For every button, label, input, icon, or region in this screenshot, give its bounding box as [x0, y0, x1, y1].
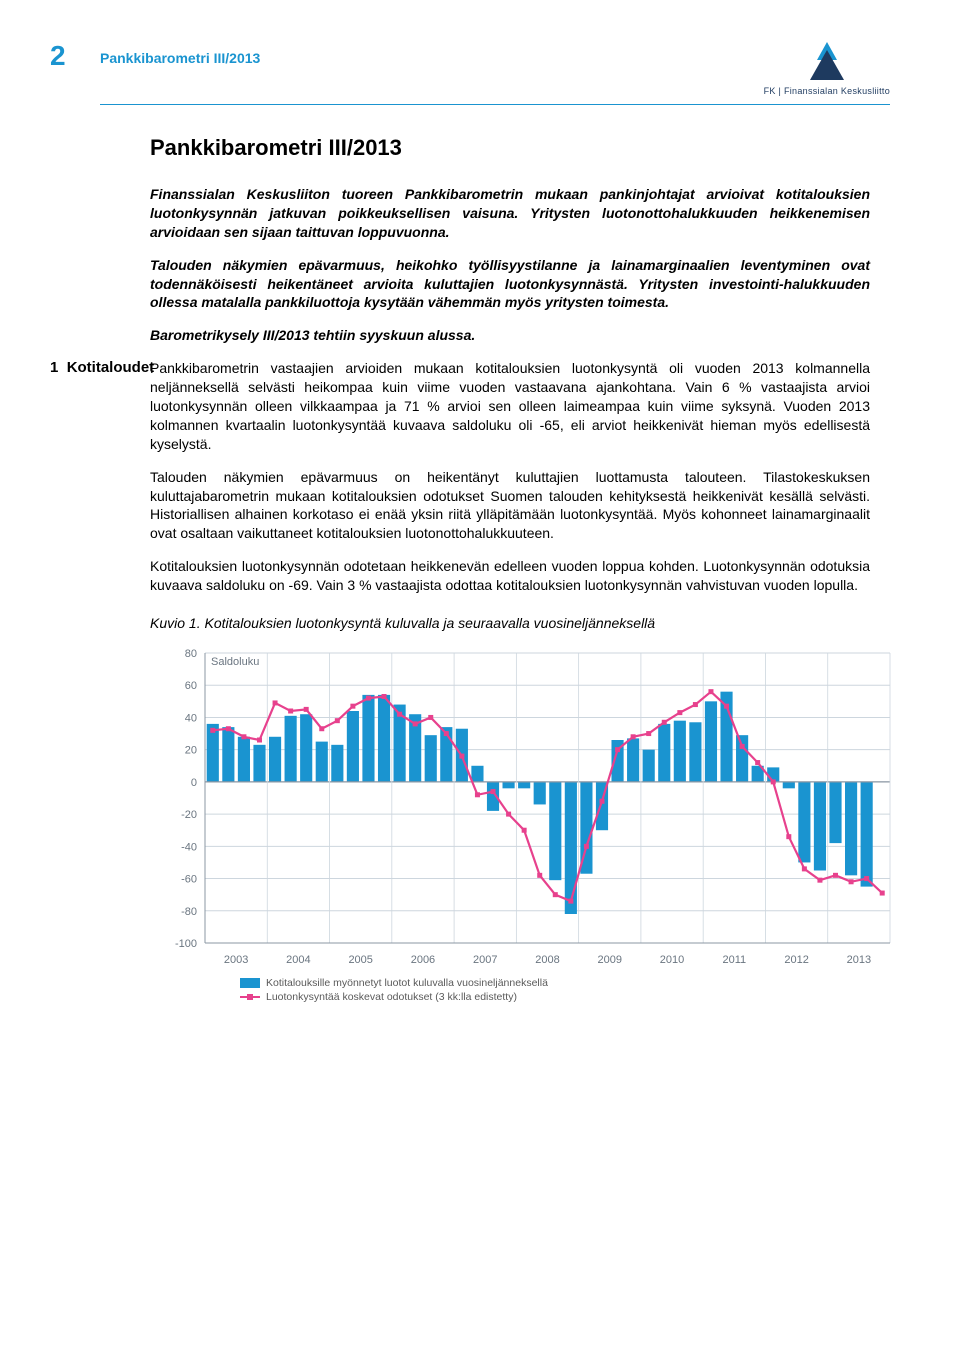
header-rule: [100, 104, 890, 105]
svg-text:2009: 2009: [598, 954, 622, 966]
content-area: Pankkibarometri III/2013 Finanssialan Ke…: [150, 135, 870, 1003]
intro-paragraph-2: Talouden näkymien epävarmuus, heikohko t…: [150, 256, 870, 313]
running-title: Pankkibarometri III/2013: [100, 50, 260, 66]
logo-text: FK | Finanssialan Keskusliitto: [764, 86, 890, 96]
logo-icon: [804, 40, 850, 82]
legend-label-line: Luotonkysyntää koskevat odotukset (3 kk:…: [266, 991, 517, 1003]
svg-text:-100: -100: [175, 938, 197, 950]
page-number: 2: [50, 40, 100, 72]
legend-label-bars: Kotitalouksille myönnetyt luotot kuluval…: [266, 977, 548, 989]
svg-text:2010: 2010: [660, 954, 684, 966]
intro-paragraph-1: Finanssialan Keskusliiton tuoreen Pankki…: [150, 185, 870, 242]
logo: FK | Finanssialan Keskusliitto: [764, 40, 890, 96]
svg-text:2004: 2004: [286, 954, 310, 966]
svg-text:2008: 2008: [535, 954, 559, 966]
svg-text:2006: 2006: [411, 954, 435, 966]
intro-paragraph-3: Barometrikysely III/2013 tehtiin syyskuu…: [150, 326, 870, 345]
figure-caption: Kuvio 1. Kotitalouksien luotonkysyntä ku…: [150, 615, 870, 631]
svg-text:2011: 2011: [722, 954, 746, 966]
svg-text:80: 80: [185, 648, 197, 660]
bar-line-chart: -100 -80 -60 -40 -20 0 20 40 60 80 Saldoluku 2003 20…: [150, 641, 900, 971]
chart-legend: Kotitalouksille myönnetyt luotot kuluval…: [240, 977, 870, 1003]
legend-item-bars: Kotitalouksille myönnetyt luotot kuluval…: [240, 977, 870, 989]
body-paragraph-2: Talouden näkymien epävarmuus on heikentä…: [150, 468, 870, 544]
figure-1-chart: -100 -80 -60 -40 -20 0 20 40 60 80 Saldoluku 2003 20…: [150, 641, 900, 971]
section-title: Kotitaloudet: [67, 359, 155, 376]
page-title: Pankkibarometri III/2013: [150, 135, 870, 161]
svg-text:60: 60: [185, 680, 197, 692]
svg-text:2012: 2012: [784, 954, 808, 966]
legend-swatch-line: [240, 996, 260, 998]
page-header: 2 Pankkibarometri III/2013 FK | Finanssi…: [50, 40, 890, 96]
svg-text:0: 0: [191, 777, 197, 789]
body-paragraph-1: Pankkibarometrin vastaajien arvioiden mu…: [150, 359, 870, 453]
svg-text:-40: -40: [181, 841, 197, 853]
svg-text:2013: 2013: [847, 954, 871, 966]
svg-text:-80: -80: [181, 906, 197, 918]
svg-text:-20: -20: [181, 809, 197, 821]
body-paragraph-3: Kotitalouksien luotonkysynnän odotetaan …: [150, 557, 870, 595]
section-number: 1: [50, 359, 58, 376]
svg-text:2007: 2007: [473, 954, 497, 966]
svg-text:-60: -60: [181, 874, 197, 886]
legend-item-line: Luotonkysyntää koskevat odotukset (3 kk:…: [240, 991, 870, 1003]
svg-text:20: 20: [185, 745, 197, 757]
svg-text:Saldoluku: Saldoluku: [211, 656, 259, 668]
legend-swatch-bar: [240, 978, 260, 988]
svg-text:2003: 2003: [224, 954, 248, 966]
svg-text:40: 40: [185, 712, 197, 724]
svg-text:2005: 2005: [348, 954, 372, 966]
